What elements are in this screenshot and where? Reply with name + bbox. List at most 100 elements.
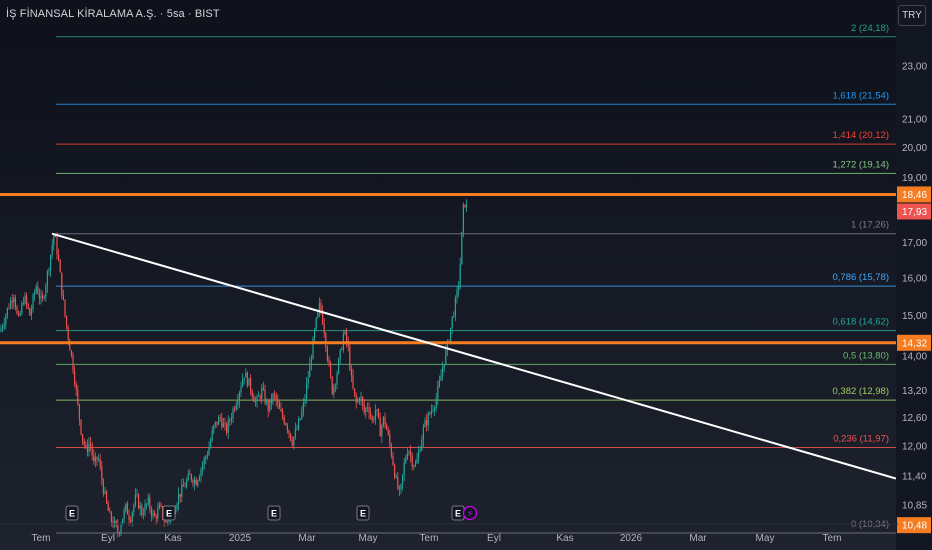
- candle-body: [203, 458, 205, 465]
- candle-body: [184, 486, 186, 488]
- price-axis[interactable]: 23,00 21,00 20,00 19,00 17,00 16,00 15,00 14,00…: [896, 0, 932, 550]
- candle-body: [179, 493, 181, 497]
- candle-body: [429, 413, 431, 415]
- candle-body: [320, 303, 322, 311]
- candle-body: [80, 419, 82, 434]
- candle-body: [165, 520, 167, 523]
- candle-body: [258, 396, 260, 397]
- candle-body: [422, 427, 424, 441]
- candle-body: [37, 286, 39, 294]
- candle-body: [438, 380, 440, 387]
- candle-body: [421, 440, 423, 451]
- time-tick-label: Kas: [164, 533, 181, 544]
- candle-body: [13, 297, 15, 303]
- candle-body: [158, 504, 160, 509]
- time-tick-label: Mar: [689, 533, 707, 544]
- candle-body: [101, 466, 103, 481]
- candle-body: [400, 484, 402, 490]
- earnings-icon[interactable]: [162, 505, 176, 521]
- candle-body: [238, 392, 240, 401]
- candle-body: [197, 480, 199, 486]
- candle-body: [302, 402, 304, 411]
- candle-body: [146, 503, 148, 505]
- candle-body: [349, 346, 351, 370]
- candle-body: [317, 311, 319, 318]
- price-tick-label: 12,00: [902, 442, 927, 453]
- candle-body: [96, 456, 98, 460]
- candle-body: [405, 458, 407, 463]
- dividend-icon[interactable]: [462, 505, 478, 521]
- candle-body: [387, 429, 389, 435]
- candle-body: [451, 316, 453, 328]
- level-badge-low-text: 14,32: [902, 338, 927, 349]
- candle-body: [50, 255, 52, 270]
- candle-body: [418, 451, 420, 460]
- fib-label-0: 2 (24,18): [851, 23, 889, 34]
- time-axis[interactable]: Tem Eyl Kas 2025 Mar May Tem Eyl Kas 2026 Mar May Te…: [0, 523, 898, 544]
- earnings-icon[interactable]: [267, 505, 281, 521]
- currency-button[interactable]: TRY: [898, 5, 926, 26]
- candle-body: [350, 369, 352, 376]
- trendline[interactable]: [51, 232, 897, 480]
- earnings-label: E: [360, 509, 366, 519]
- low-price-badge: [897, 517, 931, 534]
- candle-body: [414, 463, 416, 466]
- candle-body: [246, 372, 248, 386]
- candle-body: [269, 399, 271, 411]
- dividend-label: ⚡: [467, 510, 473, 520]
- candle-body: [219, 417, 221, 419]
- candle-body: [358, 398, 360, 401]
- candle-body: [126, 503, 128, 515]
- candle-body: [93, 455, 95, 462]
- earnings-icon[interactable]: [65, 505, 79, 521]
- candle-body: [72, 355, 74, 371]
- candle-body: [227, 420, 229, 433]
- candle-body: [117, 525, 119, 534]
- candle-body: [194, 479, 196, 484]
- candle-body: [107, 502, 109, 511]
- candle-body: [453, 315, 455, 317]
- fib-label-2: 1,414 (20,12): [832, 130, 889, 141]
- candle-body: [139, 505, 141, 509]
- candle-body: [43, 297, 45, 298]
- candle-body: [160, 504, 162, 506]
- candle-body: [229, 420, 231, 421]
- candle-body: [56, 237, 58, 255]
- candle-body: [328, 359, 330, 364]
- candle-body: [403, 462, 405, 475]
- candle-body: [22, 303, 24, 305]
- candle-body: [323, 323, 325, 334]
- candle-body: [315, 317, 317, 330]
- candle-body: [136, 494, 138, 496]
- level-badge-high: [897, 186, 931, 203]
- candle-body: [109, 510, 111, 513]
- level-badge-high-text: 18,46: [902, 190, 927, 201]
- candle-body: [46, 271, 48, 286]
- candle-body: [373, 419, 375, 421]
- symbol-title: İŞ FİNANSAL KİRALAMA A.Ş. · 5sa · BIST: [6, 8, 220, 20]
- candle-body: [133, 504, 135, 513]
- candle-body: [86, 445, 88, 452]
- candle-body: [427, 413, 429, 426]
- candle-body: [435, 398, 437, 408]
- earnings-icon[interactable]: [356, 505, 370, 521]
- fib-label-9: 0,236 (11,97): [833, 433, 889, 444]
- candle-body: [237, 400, 239, 405]
- candle-body: [461, 231, 463, 265]
- candle-body: [64, 299, 66, 316]
- candle-body: [210, 440, 212, 448]
- candle-body: [242, 379, 244, 387]
- candle-body: [181, 484, 183, 497]
- candle-body: [390, 444, 392, 456]
- candle-body: [267, 400, 269, 411]
- price-tick-label: 13,20: [902, 386, 927, 397]
- candle-body: [34, 292, 36, 296]
- candle-body: [312, 338, 314, 360]
- candle-body: [221, 418, 223, 428]
- candle-body: [91, 445, 93, 456]
- candle-body: [40, 295, 42, 299]
- candle-body: [419, 450, 421, 452]
- candle-body: [202, 464, 204, 470]
